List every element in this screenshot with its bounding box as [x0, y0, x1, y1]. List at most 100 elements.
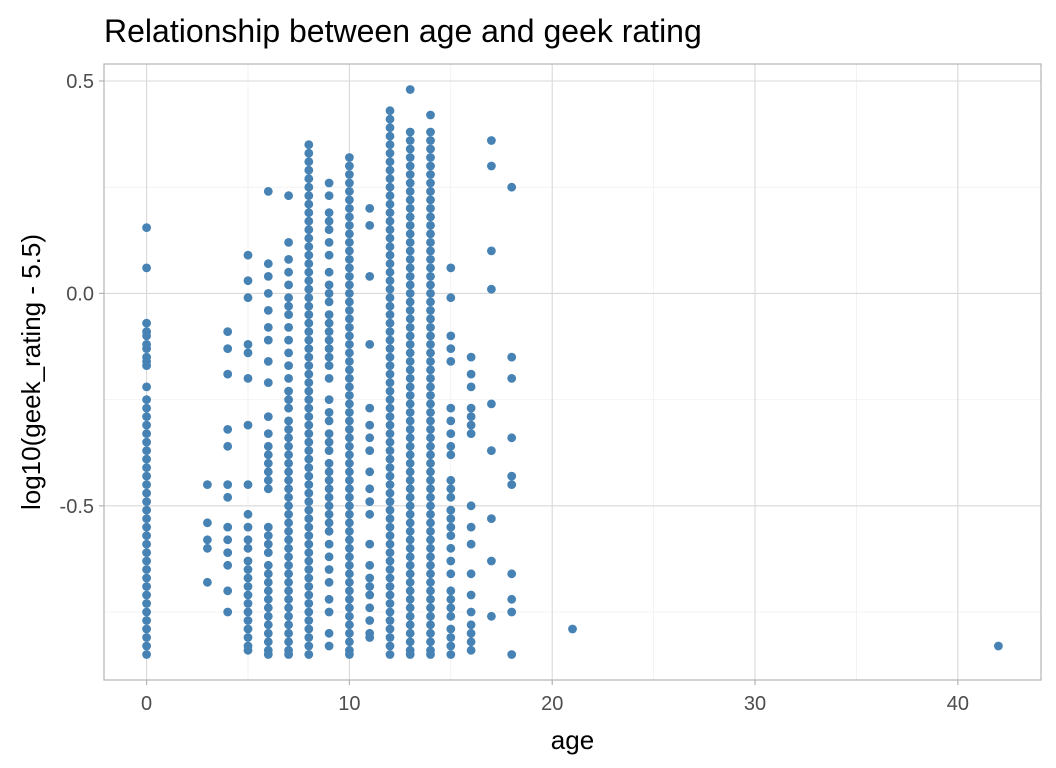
data-point — [426, 289, 435, 298]
data-point — [385, 624, 395, 634]
data-point — [405, 212, 415, 222]
data-point — [223, 480, 233, 489]
data-point — [426, 127, 435, 137]
data-point — [304, 208, 314, 218]
data-points — [142, 85, 1003, 659]
data-point — [304, 267, 314, 277]
data-point — [304, 148, 314, 158]
data-point — [426, 153, 435, 162]
data-point — [385, 157, 395, 167]
data-point — [243, 509, 253, 519]
data-point — [426, 187, 435, 196]
data-point — [385, 352, 395, 362]
data-point — [284, 374, 293, 383]
data-point — [324, 344, 334, 353]
data-point — [304, 242, 314, 252]
data-point — [284, 501, 293, 511]
data-point — [568, 624, 577, 634]
data-point — [405, 620, 415, 630]
data-point — [426, 357, 435, 366]
data-point — [263, 441, 273, 451]
data-point — [365, 633, 375, 642]
data-point — [446, 492, 456, 502]
x-tick-label: 20 — [541, 693, 563, 715]
data-point — [263, 272, 273, 281]
data-point — [345, 408, 354, 417]
data-point — [405, 314, 415, 324]
data-point — [284, 603, 293, 613]
data-point — [466, 569, 476, 579]
data-point — [324, 335, 334, 345]
data-point — [142, 223, 152, 233]
data-point — [304, 301, 314, 311]
x-tick-label: 30 — [744, 693, 766, 715]
data-point — [446, 450, 456, 460]
data-point — [405, 501, 415, 511]
data-point — [304, 420, 314, 430]
data-point — [487, 399, 496, 409]
data-point — [304, 259, 314, 269]
data-point — [324, 484, 334, 494]
data-point — [345, 501, 354, 511]
data-point — [385, 106, 395, 116]
data-point — [345, 365, 354, 375]
data-point — [142, 539, 152, 549]
data-point — [304, 191, 314, 201]
data-point — [446, 331, 456, 341]
data-point — [426, 467, 435, 477]
data-point — [142, 488, 152, 498]
data-point — [243, 340, 253, 349]
data-point — [263, 484, 273, 494]
data-point — [263, 522, 273, 532]
data-point — [345, 280, 354, 290]
y-tick-label: 0.5 — [66, 71, 94, 93]
data-point — [142, 454, 152, 464]
data-point — [284, 518, 293, 528]
data-point — [385, 182, 395, 192]
data-point — [142, 573, 152, 583]
data-point — [304, 344, 314, 353]
data-point — [426, 637, 435, 647]
data-point — [223, 548, 233, 557]
data-point — [243, 348, 253, 358]
data-point — [243, 556, 253, 566]
data-point — [426, 399, 435, 409]
data-point — [466, 429, 476, 438]
data-point — [223, 560, 233, 570]
y-axis-title: log10(geek_rating - 5.5) — [16, 234, 46, 510]
data-point — [324, 408, 334, 417]
data-point — [466, 645, 476, 655]
data-point — [446, 475, 456, 485]
data-point — [304, 233, 314, 243]
data-point — [426, 144, 435, 154]
data-point — [142, 582, 152, 591]
data-point — [426, 348, 435, 358]
data-point — [345, 543, 354, 553]
data-point — [405, 297, 415, 307]
data-point — [223, 441, 233, 451]
data-point — [385, 539, 395, 549]
data-point — [203, 480, 212, 489]
data-point — [365, 616, 375, 625]
data-point — [385, 148, 395, 158]
data-point — [243, 374, 253, 383]
data-point — [345, 450, 354, 460]
data-point — [385, 582, 395, 591]
data-point — [142, 429, 152, 438]
data-point — [243, 535, 253, 545]
data-point — [304, 556, 314, 566]
data-point — [466, 539, 476, 549]
data-point — [203, 518, 212, 528]
data-point — [385, 505, 395, 515]
data-point — [345, 289, 354, 298]
data-point — [142, 331, 152, 341]
data-point — [466, 382, 476, 392]
data-point — [385, 386, 395, 396]
data-point — [365, 573, 375, 583]
data-point — [385, 488, 395, 498]
data-point — [142, 437, 152, 447]
data-point — [426, 552, 435, 562]
data-point — [142, 565, 152, 574]
data-point — [284, 267, 293, 277]
data-point — [284, 492, 293, 502]
